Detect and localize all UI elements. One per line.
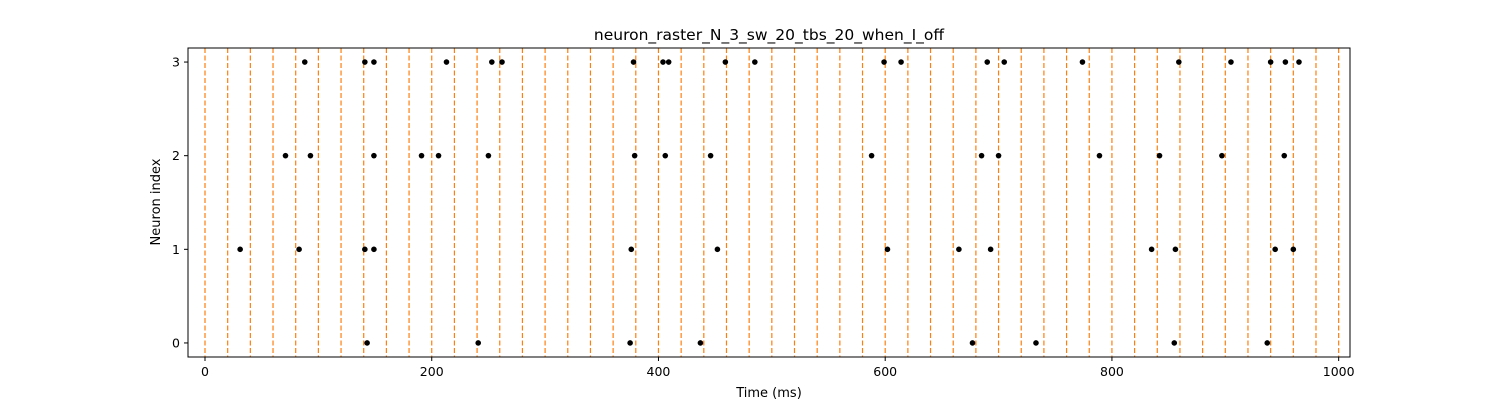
spike-point (362, 59, 368, 65)
x-tick-label: 400 (647, 364, 671, 379)
spike-point (301, 59, 308, 65)
x-tick-label: 800 (1100, 364, 1124, 379)
spike-point (969, 340, 976, 346)
spike-point (282, 152, 289, 159)
spike-point (362, 246, 368, 253)
spike-point (697, 340, 704, 346)
spike-point (1228, 59, 1234, 65)
spike-point (995, 152, 1002, 159)
spike-point (1290, 246, 1297, 253)
spike-point (898, 59, 904, 65)
spike-point (1282, 59, 1289, 65)
spike-point (1171, 340, 1178, 346)
spike-point (237, 246, 243, 253)
spike-point (1148, 246, 1155, 253)
spike-point (984, 59, 991, 65)
spike-point (371, 246, 377, 253)
spike-point (665, 59, 672, 65)
spike-point (1264, 340, 1271, 346)
spike-point (485, 152, 492, 159)
plot-area: 0 200 400 600 800 1000 0 1 2 3 (172, 47, 1355, 379)
x-axis-label: Time (ms) (735, 386, 802, 400)
y-tick-label: 3 (172, 55, 180, 70)
spike-point (752, 59, 758, 65)
spike-point (1172, 246, 1179, 253)
spike-point (418, 152, 425, 159)
spike-point (435, 152, 442, 159)
spike-point (714, 246, 721, 253)
spike-point (475, 340, 482, 346)
spike-point (489, 59, 495, 65)
spike-point (1156, 152, 1163, 159)
x-tick-label: 1000 (1323, 364, 1355, 379)
y-tick-label: 2 (172, 148, 180, 163)
y-axis-label: Neuron index (149, 158, 164, 245)
x-tick-label: 0 (201, 364, 209, 379)
spike-point (868, 152, 875, 159)
spike-point (307, 152, 314, 159)
spike-point (371, 152, 377, 159)
spike-point (1267, 59, 1274, 65)
spike-point (631, 152, 638, 159)
spike-point (296, 246, 302, 253)
y-tick-label: 0 (172, 335, 180, 350)
spike-point (660, 59, 666, 65)
spike-point (443, 59, 450, 65)
spike-point (1096, 152, 1103, 159)
chart-title: neuron_raster_N_3_sw_20_tbs_20_when_I_of… (594, 26, 945, 45)
spike-point (707, 152, 714, 159)
spike-point (630, 59, 637, 65)
spike-point (1033, 340, 1039, 346)
spike-point (722, 59, 729, 65)
spike-point (1219, 152, 1225, 159)
spike-point (881, 59, 887, 65)
spike-point (987, 246, 994, 253)
x-tick-label: 200 (420, 364, 444, 379)
spike-point (1079, 59, 1086, 65)
spike-point (627, 340, 633, 346)
spike-point (662, 152, 669, 159)
spike-point (1176, 59, 1182, 65)
axes-frame (187, 47, 1351, 358)
spike-point (1272, 246, 1278, 253)
spike-point (884, 246, 891, 253)
spike-point (978, 152, 985, 159)
spike-point (364, 340, 370, 346)
spike-point (1296, 59, 1302, 65)
spike-point (371, 59, 377, 65)
spike-point (628, 246, 635, 253)
spike-point (1281, 152, 1288, 159)
spike-point (1001, 59, 1008, 65)
y-tick-label: 1 (172, 242, 180, 257)
spike-point (499, 59, 505, 65)
x-tick-label: 600 (873, 364, 897, 379)
spike-point (956, 246, 962, 253)
